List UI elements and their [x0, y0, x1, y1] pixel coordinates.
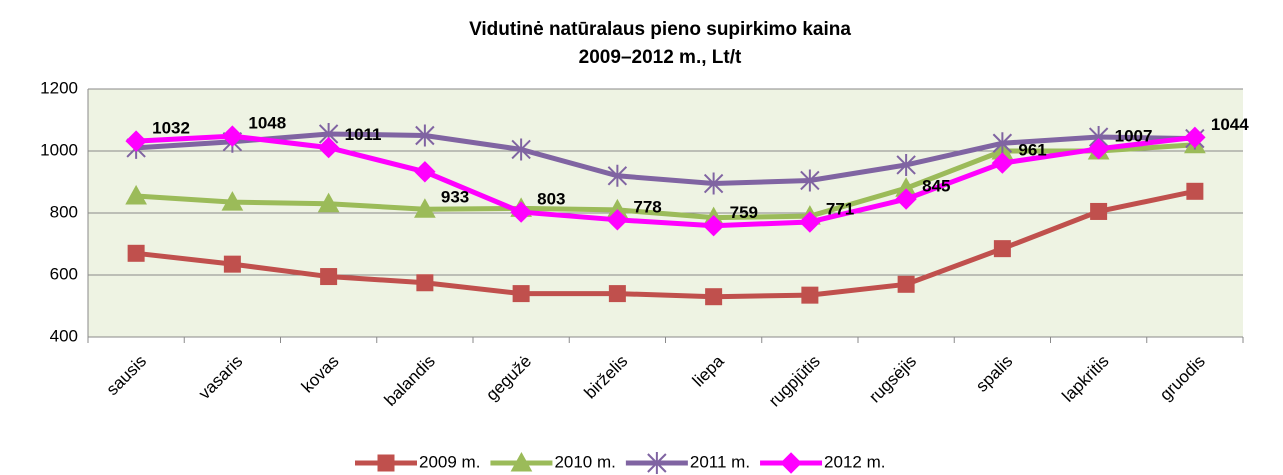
marker — [317, 192, 340, 213]
data-label: 1011 — [345, 125, 382, 144]
marker — [221, 125, 244, 147]
x-tick-label: liepa — [689, 351, 728, 390]
marker — [510, 451, 533, 472]
marker — [320, 268, 338, 286]
line — [135, 188, 1196, 300]
data-label: 803 — [537, 190, 565, 209]
legend-label: 2012 m. — [824, 452, 885, 471]
marker — [705, 288, 723, 306]
legend-label: 2011 m. — [690, 452, 750, 471]
data-label: 1007 — [1115, 126, 1153, 145]
marker — [608, 285, 626, 303]
marker — [511, 138, 531, 161]
marker — [416, 274, 434, 292]
legend-label: 2009 m. — [419, 452, 480, 471]
x-tick-label: gegužė — [482, 352, 535, 405]
series — [127, 182, 1204, 306]
data-label: 845 — [922, 177, 950, 196]
marker — [801, 286, 819, 304]
x-tick-label: balandis — [381, 352, 439, 410]
chart-subtitle: 2009–2012 m., Lt/t — [579, 47, 742, 68]
marker — [647, 452, 667, 474]
y-tick-label: 1000 — [40, 140, 78, 159]
marker — [897, 275, 915, 293]
marker — [127, 244, 145, 262]
marker — [702, 215, 725, 237]
x-tick-label: kovas — [298, 352, 343, 397]
marker — [1087, 138, 1110, 160]
marker — [895, 188, 917, 210]
y-tick-label: 1200 — [40, 78, 78, 97]
marker — [1186, 182, 1204, 200]
legend-label: 2010 m. — [554, 452, 615, 471]
x-tick-label: spalis — [972, 352, 1016, 396]
y-tick-label: 400 — [50, 326, 78, 345]
marker — [800, 169, 820, 192]
series — [125, 125, 1206, 237]
x-tick-label: gruodis — [1156, 352, 1209, 405]
data-label: 933 — [441, 187, 469, 206]
marker — [415, 124, 435, 147]
marker — [414, 161, 436, 183]
marker — [1090, 202, 1108, 220]
data-label: 1048 — [248, 114, 286, 133]
y-tick-label: 800 — [50, 202, 78, 221]
marker — [317, 136, 340, 159]
line — [135, 133, 1196, 229]
marker — [510, 201, 532, 223]
data-label: 771 — [826, 199, 854, 218]
data-label: 961 — [1018, 141, 1046, 160]
marker — [992, 132, 1013, 155]
marker — [1184, 126, 1206, 149]
marker — [221, 191, 244, 211]
x-tick-label: rugpjūtis — [765, 352, 824, 411]
marker — [125, 130, 147, 152]
line — [135, 131, 1195, 187]
marker — [799, 211, 821, 233]
chart-title: Vidutinė natūralaus pieno supirkimo kain… — [469, 19, 851, 40]
marker — [991, 152, 1014, 174]
data-label: 778 — [633, 197, 661, 216]
marker — [414, 198, 436, 218]
x-tick-label: sausis — [103, 352, 151, 400]
line — [135, 142, 1196, 221]
marker — [896, 153, 916, 176]
marker — [607, 164, 628, 187]
x-tick-label: lapkritis — [1058, 352, 1112, 406]
marker — [993, 240, 1011, 258]
marker — [780, 452, 802, 474]
marker — [606, 209, 629, 231]
marker — [223, 255, 241, 273]
x-tick-label: rugsėjis — [865, 352, 920, 407]
data-label: 1044 — [1211, 115, 1249, 134]
marker — [703, 172, 724, 195]
marker — [377, 454, 395, 472]
y-tick-label: 600 — [50, 264, 78, 283]
data-label: 1032 — [152, 119, 190, 138]
data-label: 759 — [730, 203, 758, 222]
marker — [125, 184, 147, 205]
x-tick-label: birželis — [581, 352, 632, 403]
x-tick-label: vasaris — [195, 352, 247, 404]
marker — [512, 285, 530, 303]
